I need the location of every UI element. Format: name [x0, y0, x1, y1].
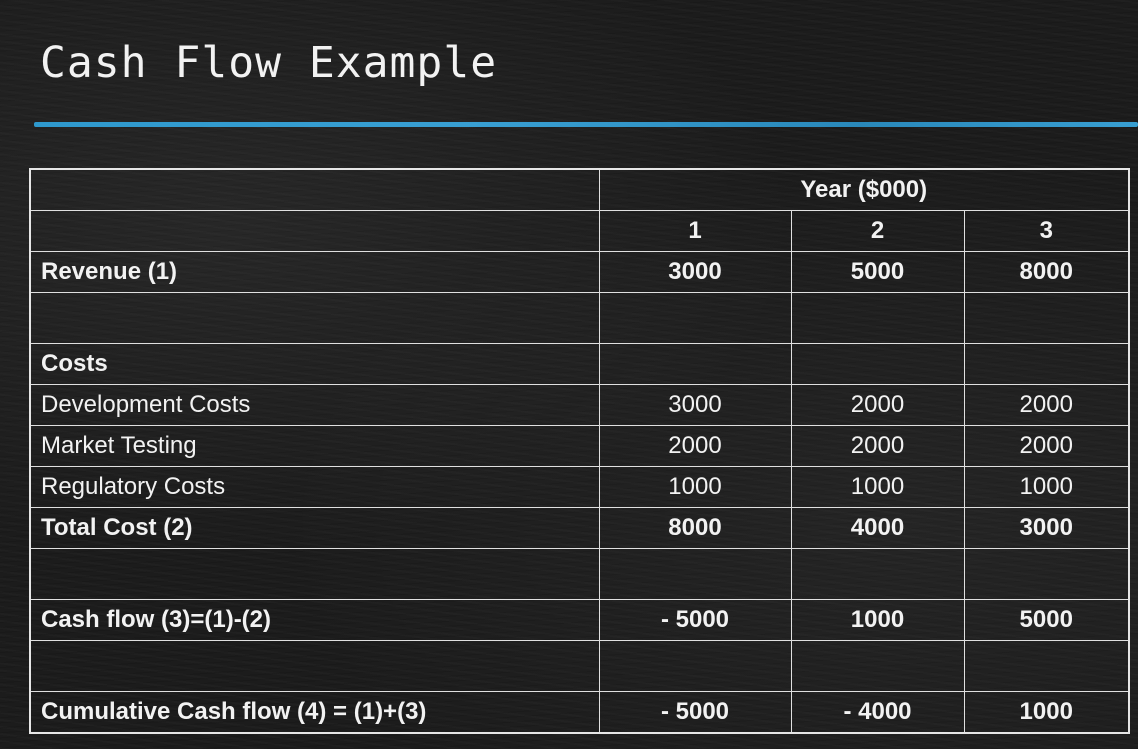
row-value-year-2: 5000 [790, 251, 965, 293]
row-label: Development Costs [29, 384, 600, 426]
row-value-year-1: - 5000 [598, 599, 792, 641]
row-value-year-2: 1000 [790, 599, 965, 641]
row-value-year-2 [790, 640, 965, 692]
row-label [29, 640, 600, 692]
year-group-header: Year ($000) [598, 168, 1130, 211]
row-value-year-1: 1000 [598, 466, 792, 508]
row-value-year-3: 1000 [963, 466, 1130, 508]
row-value-year-2: 2000 [790, 384, 965, 426]
year-header-3: 3 [963, 210, 1130, 252]
table-corner-cell [29, 168, 600, 211]
row-value-year-1: 3000 [598, 384, 792, 426]
table-row-spacer [29, 548, 1130, 600]
row-value-year-2: 1000 [790, 466, 965, 508]
row-value-year-1: 2000 [598, 425, 792, 467]
row-value-year-3: 5000 [963, 599, 1130, 641]
row-value-year-2: 4000 [790, 507, 965, 549]
row-value-year-2 [790, 343, 965, 385]
row-value-year-3: 3000 [963, 507, 1130, 549]
slide-title: Cash Flow Example [40, 38, 498, 88]
table-row-cumulative-cash-flow: Cumulative Cash flow (4) = (1)+(3) - 500… [29, 691, 1130, 734]
row-value-year-1: - 5000 [598, 691, 792, 734]
row-value-year-1 [598, 548, 792, 600]
row-label: Cumulative Cash flow (4) = (1)+(3) [29, 691, 600, 734]
year-header-2: 2 [790, 210, 965, 252]
table-row-regulatory-costs: Regulatory Costs 1000 1000 1000 [29, 466, 1130, 508]
row-label: Costs [29, 343, 600, 385]
row-value-year-3: 8000 [963, 251, 1130, 293]
title-underline [34, 122, 1138, 127]
table-row-development-costs: Development Costs 3000 2000 2000 [29, 384, 1130, 426]
table-row-total-cost: Total Cost (2) 8000 4000 3000 [29, 507, 1130, 549]
table-row-costs-heading: Costs [29, 343, 1130, 385]
row-value-year-2: - 4000 [790, 691, 965, 734]
row-value-year-1 [598, 640, 792, 692]
row-label [29, 292, 600, 344]
cash-flow-table: Year ($000) 1 2 3 Revenue (1) 3000 5000 … [29, 168, 1130, 734]
row-label: Cash flow (3)=(1)-(2) [29, 599, 600, 641]
row-value-year-1: 8000 [598, 507, 792, 549]
row-value-year-3: 1000 [963, 691, 1130, 734]
row-label: Total Cost (2) [29, 507, 600, 549]
row-label: Regulatory Costs [29, 466, 600, 508]
row-value-year-1 [598, 343, 792, 385]
table-corner-cell [29, 210, 600, 252]
year-number-row: 1 2 3 [29, 210, 1130, 252]
row-value-year-3: 2000 [963, 384, 1130, 426]
row-label: Revenue (1) [29, 251, 600, 293]
row-value-year-3: 2000 [963, 425, 1130, 467]
row-value-year-2: 2000 [790, 425, 965, 467]
row-label: Market Testing [29, 425, 600, 467]
row-value-year-1: 3000 [598, 251, 792, 293]
row-value-year-1 [598, 292, 792, 344]
table-row-spacer [29, 292, 1130, 344]
row-value-year-3 [963, 548, 1130, 600]
table-header-row: Year ($000) [29, 168, 1130, 211]
table-row-cash-flow: Cash flow (3)=(1)-(2) - 5000 1000 5000 [29, 599, 1130, 641]
row-value-year-2 [790, 292, 965, 344]
year-header-1: 1 [598, 210, 792, 252]
table-row-market-testing: Market Testing 2000 2000 2000 [29, 425, 1130, 467]
table-row-revenue: Revenue (1) 3000 5000 8000 [29, 251, 1130, 293]
row-value-year-3 [963, 640, 1130, 692]
row-value-year-3 [963, 343, 1130, 385]
row-label [29, 548, 600, 600]
table-row-spacer [29, 640, 1130, 692]
row-value-year-2 [790, 548, 965, 600]
row-value-year-3 [963, 292, 1130, 344]
